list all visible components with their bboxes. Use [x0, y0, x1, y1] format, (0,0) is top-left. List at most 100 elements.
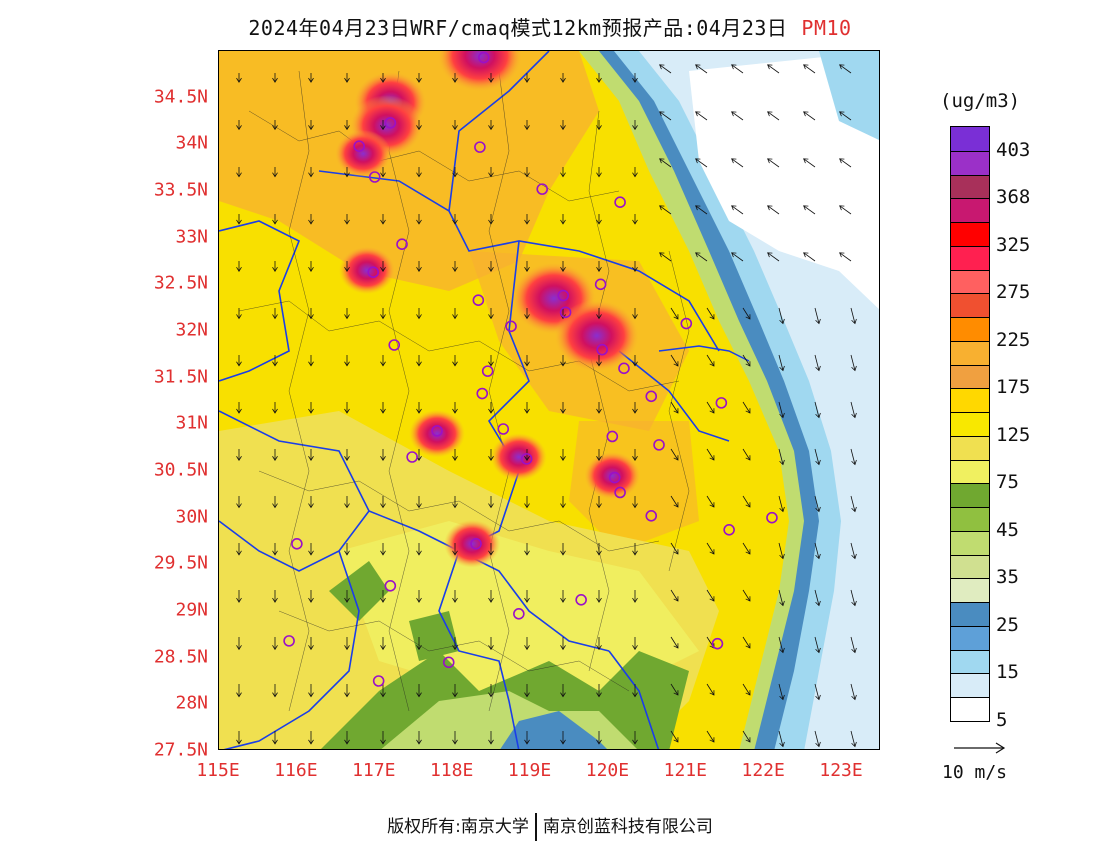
wind-arrow: [272, 308, 278, 320]
legend-swatch: [951, 340, 989, 365]
wind-vector-layer: [236, 64, 857, 748]
wind-arrow: [452, 590, 458, 603]
lat-tick-label: 30.5N: [153, 459, 208, 481]
wind-arrow: [344, 214, 350, 225]
wind-arrow: [380, 731, 386, 745]
wind-arrow: [596, 590, 602, 603]
wind-arrow: [452, 167, 458, 178]
wind-arrow: [596, 449, 602, 462]
city-marker: [505, 320, 517, 333]
wind-arrow: [560, 543, 566, 556]
wind-arrow: [850, 401, 857, 419]
lon-tick-label: 116E: [274, 760, 318, 781]
legend-swatch: [951, 483, 989, 508]
wind-arrow: [742, 448, 751, 461]
wind-arrow: [452, 684, 458, 698]
lat-tick-label: 31.5N: [153, 366, 208, 388]
legend-swatch: [951, 459, 989, 484]
wind-arrow: [742, 730, 751, 743]
wind-arrow: [344, 684, 350, 698]
wind-arrow: [380, 449, 386, 462]
legend-swatch: [951, 222, 989, 246]
wind-arrow: [488, 684, 494, 698]
wind-arrow: [778, 683, 785, 701]
wind-arrow: [416, 120, 422, 131]
city-marker: [766, 511, 778, 524]
wind-arrow: [632, 637, 638, 651]
wind-arrow: [632, 120, 638, 131]
legend-swatch: [951, 578, 989, 603]
wind-arrow: [488, 731, 494, 745]
wind-arrow: [380, 261, 386, 272]
wind-arrow: [272, 73, 278, 83]
city-marker: [472, 294, 485, 306]
city-marker: [680, 317, 693, 330]
wind-arrow: [380, 684, 386, 698]
lon-tick-label: 121E: [663, 760, 707, 781]
map-canvas: [219, 51, 879, 749]
wind-arrow: [524, 637, 530, 651]
city-marker: [291, 537, 303, 550]
legend-value-label: 275: [996, 281, 1031, 304]
wind-arrow: [742, 636, 751, 649]
wind-arrow: [706, 730, 715, 743]
wind-arrow: [308, 120, 314, 131]
wind-arrow: [767, 111, 780, 121]
wind-arrow: [236, 543, 242, 556]
wind-arrow: [731, 205, 744, 215]
wind-arrow: [272, 261, 278, 272]
legend-swatch: [951, 673, 989, 698]
wind-arrow: [416, 308, 422, 320]
wind-arrow: [308, 590, 314, 603]
wind-arrow: [452, 543, 458, 556]
wind-arrow: [670, 448, 679, 461]
wind-arrow: [767, 252, 780, 262]
wind-arrow: [560, 731, 566, 745]
lat-tick-label: 34N: [175, 132, 208, 154]
legend-swatch: [951, 554, 989, 579]
lon-tick-label: 120E: [585, 760, 630, 781]
wind-arrow: [380, 214, 386, 225]
wind-arrow: [596, 308, 602, 320]
city-marker: [283, 635, 295, 647]
wind-arrow: [236, 73, 242, 83]
copyright-owner: 版权所有:南京大学: [387, 817, 529, 837]
wind-arrow: [850, 307, 857, 325]
wind-arrow: [706, 683, 715, 696]
lon-tick-label: 123E: [819, 760, 863, 781]
city-marker-layer: [283, 51, 778, 687]
wind-arrow: [670, 589, 679, 602]
wind-arrow: [272, 637, 278, 651]
wind-arrow: [803, 111, 816, 121]
wind-arrow: [560, 355, 566, 367]
wind-arrow: [416, 214, 422, 225]
city-marker: [559, 306, 572, 319]
wind-arrow: [488, 496, 494, 509]
wind-arrow: [706, 448, 715, 461]
legend-swatch: [951, 435, 989, 460]
wind-arrow: [850, 542, 857, 560]
wind-arrow: [803, 205, 816, 215]
wind-arrow: [416, 261, 422, 272]
wind-arrow: [839, 111, 852, 121]
wind-arrow: [488, 308, 494, 320]
city-marker: [520, 453, 533, 465]
city-marker: [353, 140, 365, 152]
wind-arrow: [344, 590, 350, 603]
wind-arrow: [488, 120, 494, 131]
wind-arrow: [670, 542, 679, 555]
copyright-footer: 版权所有:南京大学 南京创蓝科技有限公司: [0, 812, 1100, 841]
wind-arrow: [596, 261, 602, 272]
legend-swatch: [951, 625, 989, 650]
wind-arrow: [308, 73, 314, 83]
wind-arrow: [742, 542, 751, 555]
wind-arrow: [706, 589, 715, 602]
lat-tick-label: 29N: [175, 599, 208, 621]
wind-arrow: [236, 590, 242, 603]
wind-arrow: [695, 252, 708, 262]
copyright-separator: [534, 813, 537, 841]
legend-swatch: [951, 269, 989, 294]
wind-arrow: [670, 636, 679, 649]
wind-arrow: [632, 214, 638, 225]
wind-arrow: [236, 214, 242, 225]
